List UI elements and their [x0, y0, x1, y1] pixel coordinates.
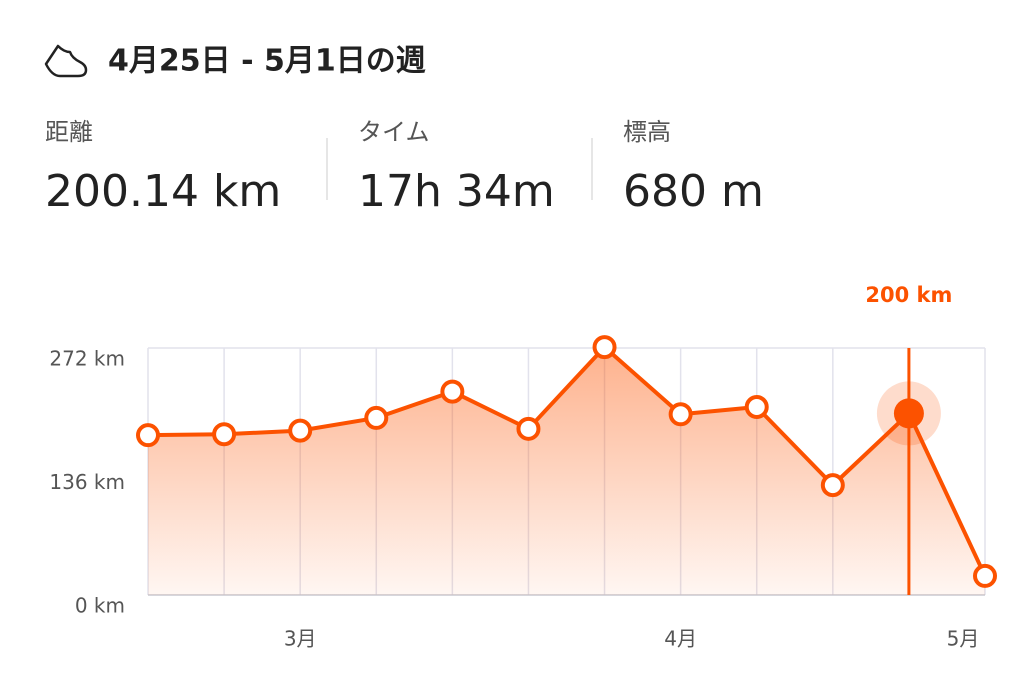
point — [288, 418, 313, 443]
highlight-label: 200 km — [865, 283, 952, 307]
week-title: 4月25日 - 5月1日の週 — [108, 44, 426, 79]
stat-label: 距離 — [45, 118, 93, 146]
stat-value: 680 m — [623, 166, 764, 217]
stat-label: タイム — [358, 118, 430, 146]
point — [440, 379, 465, 404]
point — [212, 422, 237, 447]
x-tick-label: 4月 — [664, 627, 697, 651]
stat-label: 標高 — [623, 118, 671, 146]
point — [973, 563, 997, 588]
x-tick-label: 3月 — [284, 627, 317, 651]
point — [820, 473, 845, 498]
chart: 0 km 136 km 272 km 3月 4月 5月 200 km — [49, 283, 997, 651]
line — [147, 345, 987, 577]
point — [516, 416, 541, 441]
y-tick-label: 136 km — [49, 470, 125, 494]
shoe-icon — [44, 44, 88, 78]
point — [744, 395, 769, 420]
y-tick-label: 0 km — [75, 594, 125, 618]
area — [148, 347, 985, 595]
y-tick-label: 272 km — [49, 347, 125, 371]
stat-value: 17h 34m — [358, 166, 555, 217]
point — [592, 335, 617, 360]
point — [364, 405, 389, 430]
point — [668, 402, 693, 427]
point — [136, 423, 160, 448]
point-selected — [893, 398, 924, 429]
stat-value: 200.14 km — [45, 166, 281, 217]
x-tick-label: 5月 — [947, 627, 980, 651]
